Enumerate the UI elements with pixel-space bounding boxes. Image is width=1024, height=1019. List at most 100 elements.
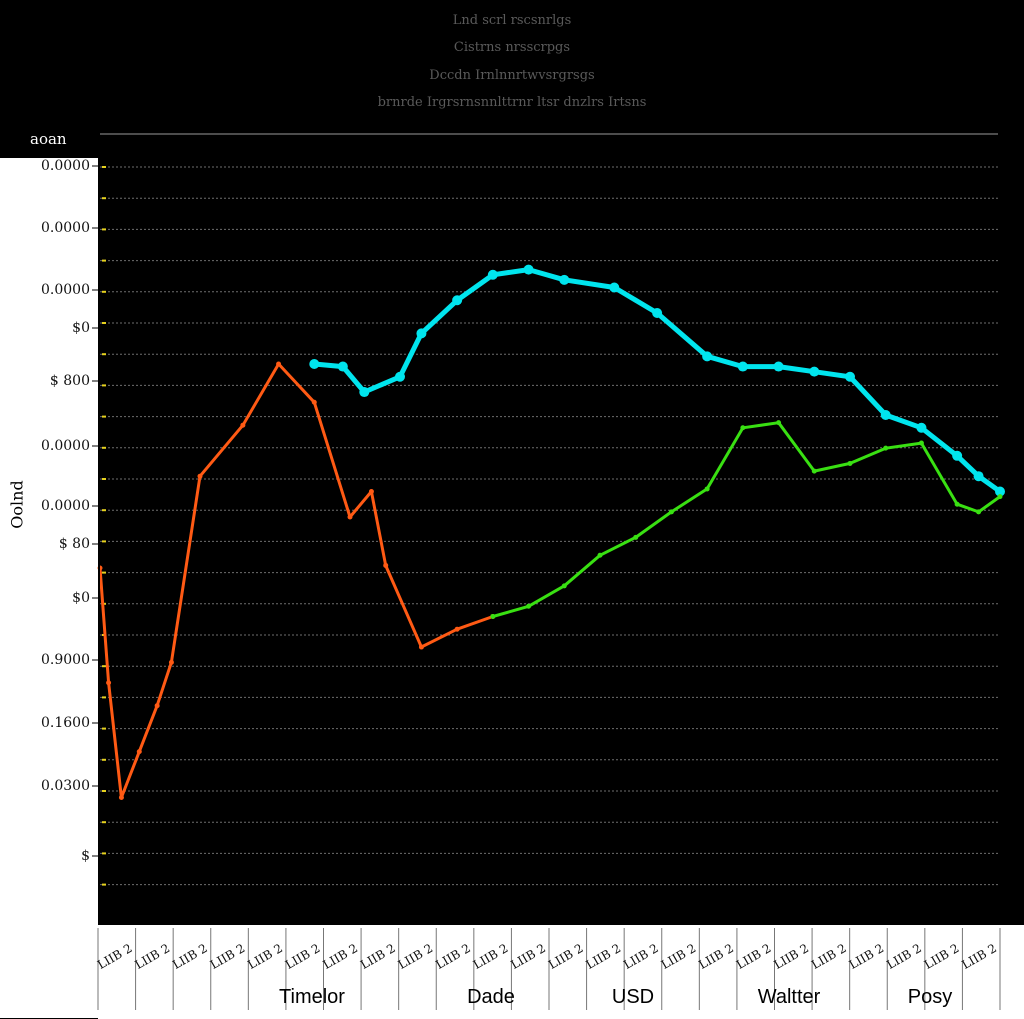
series-2-point [773, 361, 784, 372]
x-tick-label: LIIB 2 [809, 941, 849, 972]
series-1-point [136, 749, 142, 755]
x-tick-label: LIIB 2 [884, 941, 924, 972]
series-3-point [490, 613, 496, 619]
series-3-point [976, 509, 982, 515]
x-tick-label: LIIB 2 [659, 941, 699, 972]
series-1-point [154, 703, 160, 709]
series-2-point [609, 282, 620, 293]
series-2-point [702, 351, 713, 362]
x-group-label: Timelor [279, 986, 345, 1008]
y-tick-label: 0.1600 [41, 715, 90, 731]
x-tick-label: LIIB 2 [508, 941, 548, 972]
series-2-point [916, 422, 927, 433]
x-tick-label: LIIB 2 [95, 941, 135, 972]
series-1-point [118, 795, 124, 800]
x-axis-panel [98, 925, 1024, 1019]
series-2-point [809, 366, 820, 377]
series-2-point [995, 486, 1005, 497]
x-group-label: USD [612, 986, 654, 1008]
series-2-point [737, 361, 748, 372]
x-tick-label: LIIB 2 [433, 941, 473, 972]
chart-header: Lnd scrl rscsnrlgs Cistrns nrsscrpgs Dcc… [0, 0, 1024, 130]
y-tick-label: 0.0000 [41, 220, 90, 236]
series-3-point [954, 501, 960, 507]
series-3-point [704, 486, 710, 492]
x-tick-label: LIIB 2 [734, 941, 774, 972]
series-1-point [454, 626, 460, 632]
series-1-point [240, 422, 246, 428]
series-2-point [337, 361, 348, 372]
y-tick-label: 0.9000 [41, 652, 90, 668]
x-tick-label: LIIB 2 [170, 941, 210, 972]
series-1-point [347, 514, 353, 520]
series-2-point [416, 328, 427, 339]
series-2-point [523, 264, 534, 275]
series-2-point [395, 371, 405, 382]
series-3-point [668, 509, 674, 515]
x-tick-label: LIIB 2 [584, 941, 624, 972]
series-1-point [418, 644, 424, 650]
y-tick-label: 0.0300 [41, 778, 90, 794]
x-group-label: Dade [467, 986, 515, 1008]
series-3-point [776, 420, 782, 426]
series-1-point [383, 562, 389, 568]
x-tick-label: LIIB 2 [283, 941, 323, 972]
x-group-label: Posy [908, 986, 952, 1008]
x-tick-label: LIIB 2 [546, 941, 586, 972]
series-3-point [561, 583, 567, 589]
y-tick-label: $0 [72, 320, 90, 336]
series-1-point [368, 489, 374, 494]
header-line-2: Cistrns nrsscrpgs [453, 40, 571, 55]
series-2-point [652, 308, 663, 318]
series-2-point [309, 359, 320, 369]
series-2-point [845, 371, 855, 382]
series-2-point [952, 450, 963, 461]
header-line-3: Dccdn Irnlnnrtwvsrgrsgs [429, 68, 595, 83]
y-tick-label: $ [81, 848, 90, 864]
y-tick-label: 0.0000 [41, 438, 90, 454]
y-tick-label: 0.0000 [41, 282, 90, 298]
series-3-point [526, 603, 532, 609]
x-tick-label: LIIB 2 [133, 941, 173, 972]
header-line-4: brnrde Irgrsrnsnnlttrnr ltsr dnzlrs Irts… [377, 95, 647, 110]
series-3-point [633, 534, 639, 540]
series-line-2 [311, 267, 1003, 494]
y-axis-panel [0, 158, 99, 1018]
x-group-label: Waltter [758, 986, 821, 1008]
series-2-point [452, 295, 463, 306]
series-1-point [197, 473, 203, 479]
y-tick-label: 0.0000 [41, 498, 90, 514]
series-3-point [997, 494, 1003, 500]
x-tick-label: LIIB 2 [396, 941, 436, 972]
series-3-point [597, 552, 603, 558]
series-2-point [487, 269, 498, 280]
series-1-point [106, 680, 112, 686]
series-3-point [883, 445, 889, 451]
x-tick-label: LIIB 2 [771, 941, 811, 972]
series-1-point [168, 659, 174, 665]
series-line-3 [491, 421, 1002, 618]
y-tick-label: $ 800 [50, 373, 90, 389]
x-tick-label: LIIB 2 [959, 941, 999, 972]
y-tick-label: 0.0000 [41, 158, 90, 174]
x-tick-label: LIIB 2 [358, 941, 398, 972]
series-1-point [276, 361, 282, 367]
x-tick-label: LIIB 2 [696, 941, 736, 972]
y-tick-label: $ 80 [59, 536, 90, 552]
x-tick-label: LIIB 2 [320, 941, 360, 972]
x-tick-label: LIIB 2 [208, 941, 248, 972]
series-line-1 [98, 362, 495, 799]
series-3-point [918, 440, 924, 446]
x-tick-label: LIIB 2 [847, 941, 887, 972]
series-2-point [880, 410, 891, 420]
series-2-point [559, 274, 570, 285]
corner-label: aoan [30, 130, 67, 148]
series-2-point [973, 471, 984, 482]
x-tick-label: LIIB 2 [621, 941, 661, 972]
series-3-point [740, 425, 746, 431]
series-2-point [359, 387, 370, 398]
x-tick-label: LIIB 2 [922, 941, 962, 972]
header-line-1: Lnd scrl rscsnrlgs [452, 13, 572, 28]
series-3-point [811, 468, 817, 474]
